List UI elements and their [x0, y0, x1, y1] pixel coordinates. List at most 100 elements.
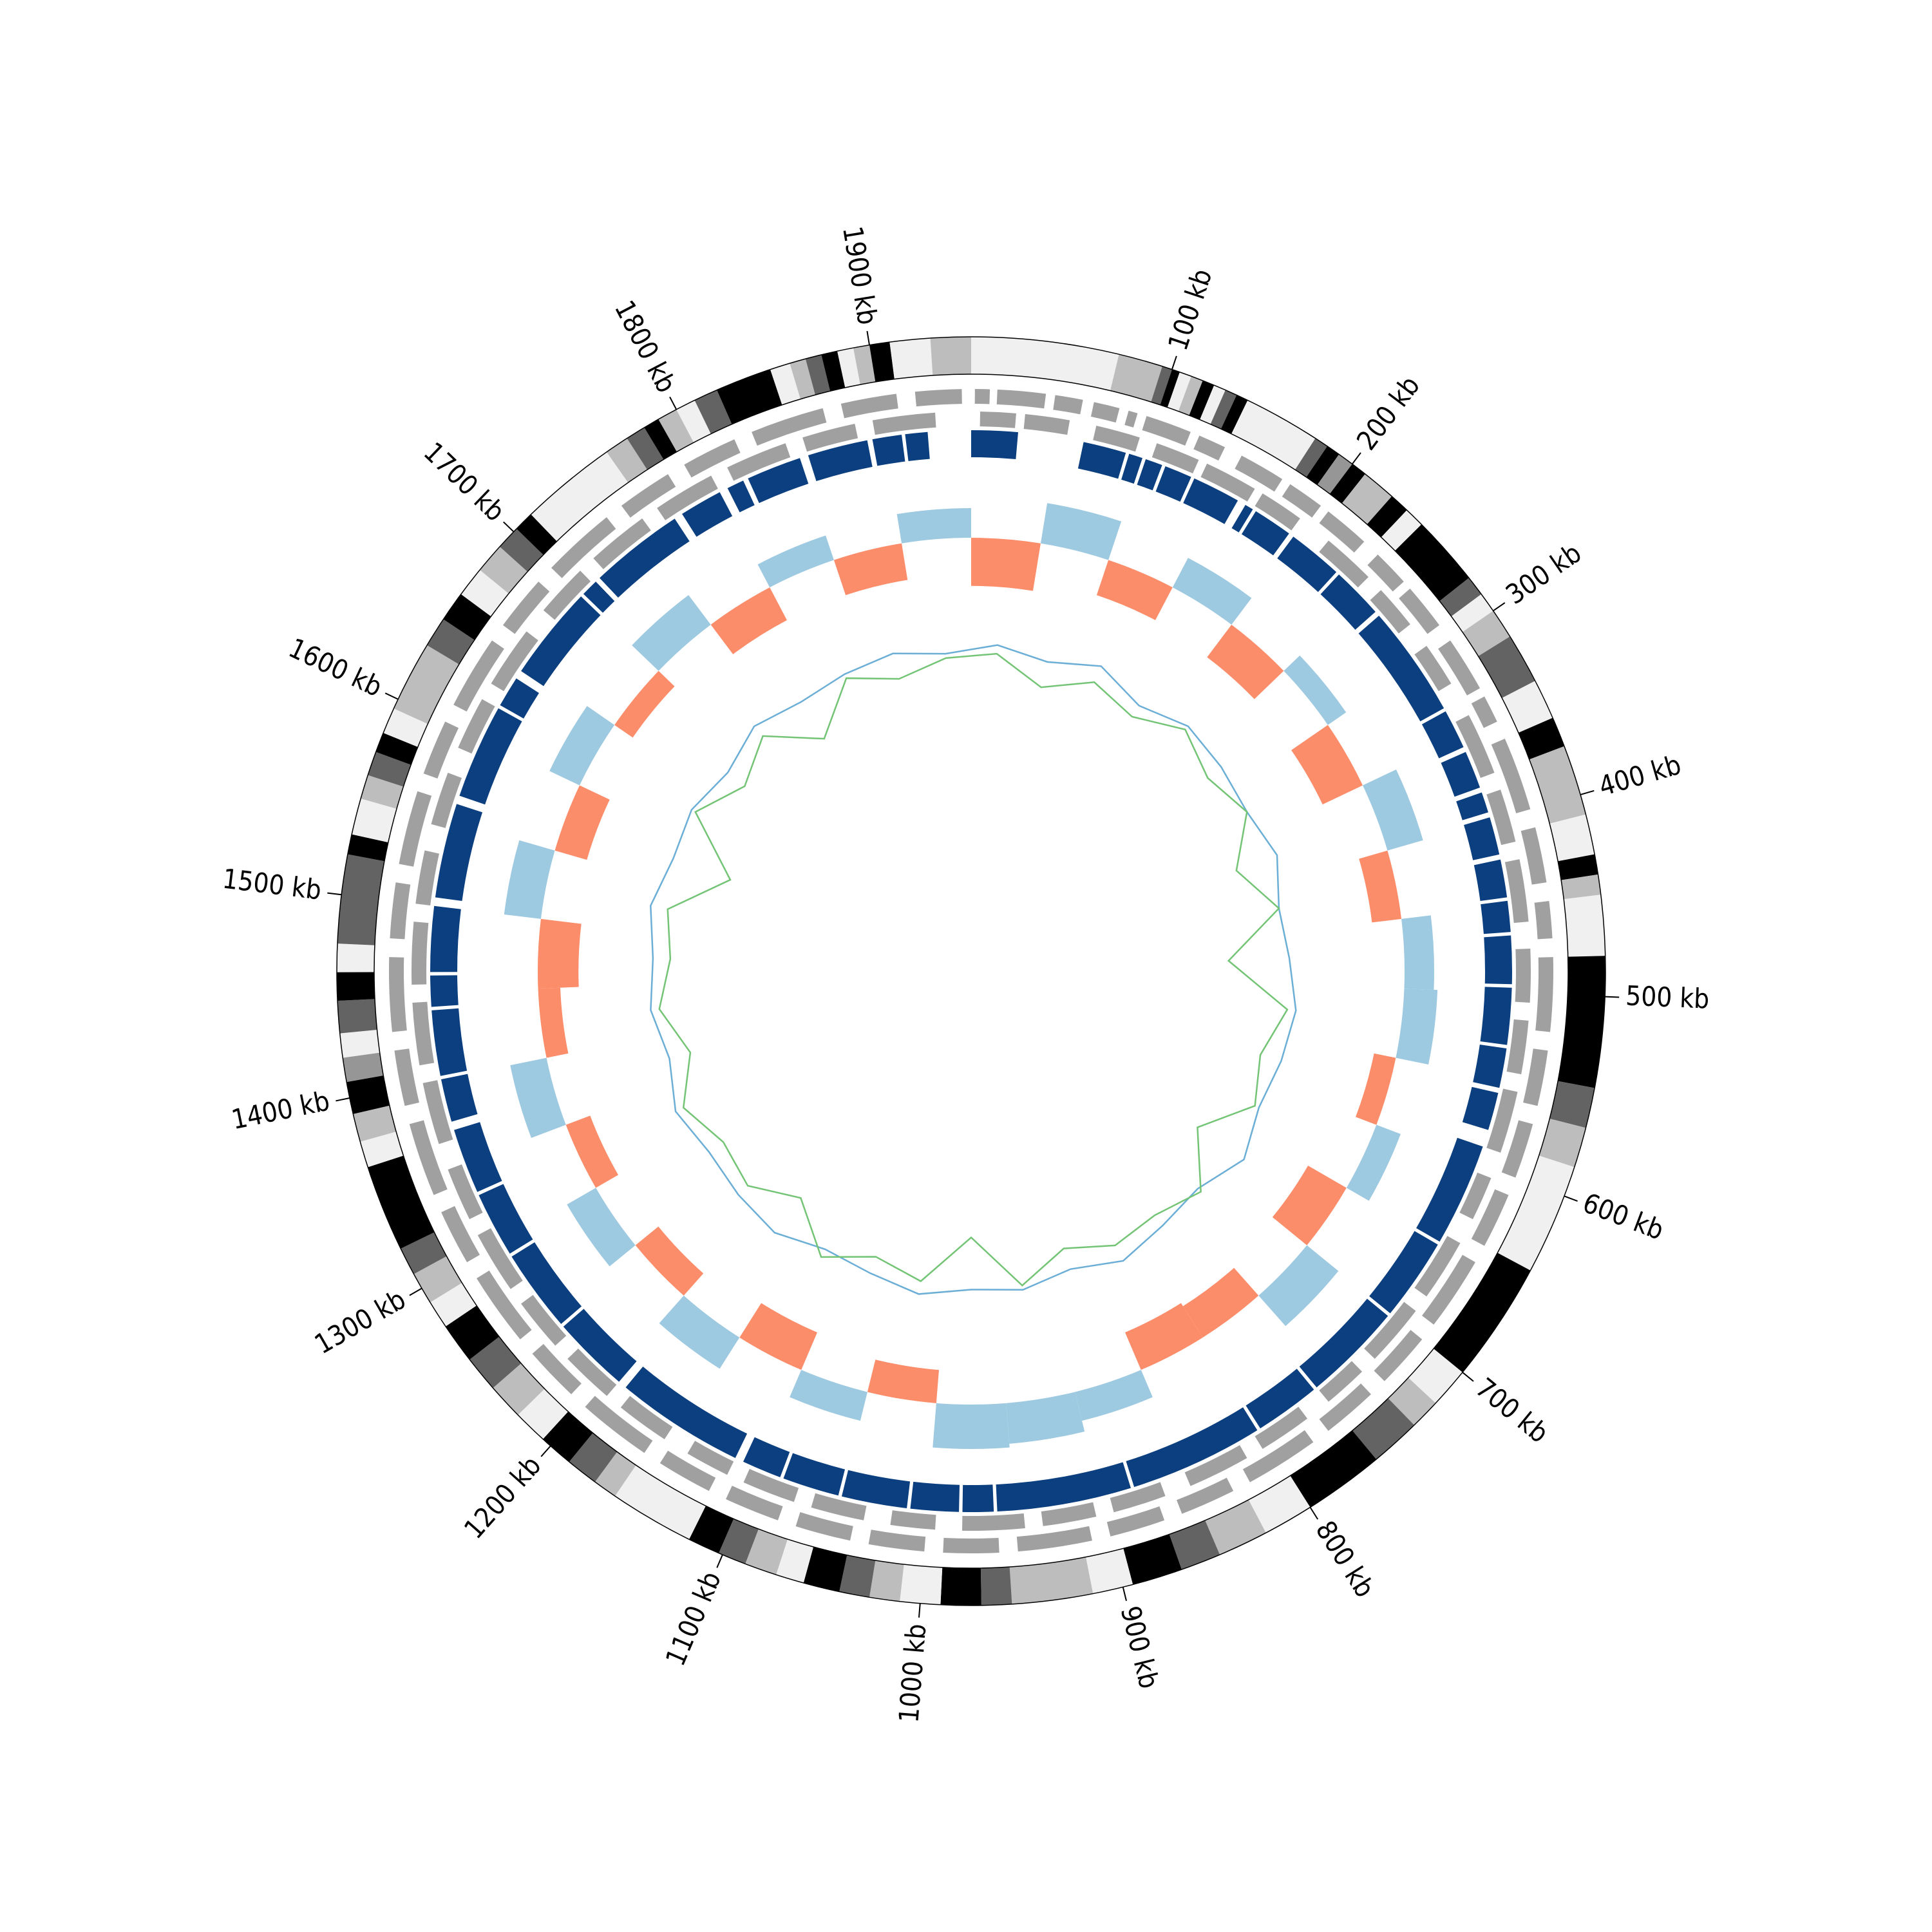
- band: [689, 1506, 734, 1553]
- tick-mark: [503, 521, 515, 533]
- block: [563, 1309, 637, 1382]
- histogram-bar: [538, 987, 569, 1058]
- gene-plus: [1520, 827, 1547, 885]
- band: [971, 337, 1119, 391]
- band: [745, 1529, 788, 1575]
- gene-minus: [1370, 590, 1410, 634]
- band: [1497, 1155, 1575, 1271]
- block: [743, 1437, 790, 1477]
- tick-mark: [1462, 1372, 1474, 1382]
- block: [1421, 711, 1464, 759]
- gene-plus: [1535, 957, 1553, 1032]
- gene-minus: [412, 1001, 435, 1066]
- gene-plus: [795, 1512, 853, 1541]
- gene-plus: [1491, 738, 1531, 813]
- block: [1137, 459, 1162, 491]
- histogram-bar: [1272, 1166, 1347, 1245]
- gene-plus: [914, 389, 962, 407]
- block: [905, 431, 930, 461]
- band: [1395, 524, 1469, 601]
- tick-mark: [384, 692, 399, 700]
- gene-minus: [1319, 1361, 1363, 1402]
- band: [1231, 400, 1316, 470]
- gene-plus: [840, 393, 898, 419]
- tick-mark: [540, 1445, 551, 1457]
- band: [627, 427, 664, 470]
- band: [644, 419, 677, 460]
- band: [360, 1132, 404, 1168]
- tick-mark: [1605, 996, 1620, 998]
- band: [1451, 594, 1493, 632]
- block: [1126, 1407, 1258, 1487]
- histogram-bar: [635, 1226, 704, 1296]
- block: [430, 905, 461, 972]
- tick-mark: [918, 1603, 921, 1618]
- gene-minus: [872, 412, 936, 435]
- band: [1317, 454, 1352, 494]
- gene-plus: [1471, 1189, 1509, 1246]
- band: [337, 943, 375, 972]
- block: [872, 434, 905, 466]
- tick-mark: [1351, 452, 1361, 465]
- block: [1473, 1045, 1507, 1088]
- band: [1549, 1081, 1595, 1128]
- band: [1367, 496, 1407, 538]
- block: [682, 492, 733, 537]
- block: [454, 1122, 502, 1192]
- histogram-bar: [739, 1303, 817, 1370]
- gene-minus: [1255, 1406, 1308, 1449]
- histogram-bar: [549, 706, 615, 786]
- block: [962, 1484, 994, 1512]
- histogram-bar: [1401, 915, 1435, 990]
- block: [808, 440, 873, 482]
- band: [803, 1547, 848, 1592]
- band: [658, 409, 694, 452]
- block: [1481, 900, 1511, 934]
- gene-plus: [1053, 395, 1083, 415]
- band: [940, 1567, 981, 1605]
- block: [1484, 935, 1512, 985]
- block: [431, 1008, 468, 1076]
- band: [1558, 956, 1605, 1088]
- block: [430, 975, 459, 1007]
- block: [1441, 752, 1481, 797]
- gene-minus: [411, 922, 429, 985]
- band: [368, 752, 412, 787]
- gene-minus: [1515, 949, 1531, 1003]
- gene-plus: [502, 582, 550, 634]
- band: [889, 338, 933, 379]
- line-series: [650, 644, 1297, 1295]
- gene-plus: [532, 1343, 582, 1394]
- band: [1200, 385, 1226, 424]
- block: [459, 708, 522, 805]
- band: [930, 337, 971, 375]
- block: [996, 1462, 1131, 1512]
- tick-mark: [1493, 602, 1506, 612]
- band: [1434, 1253, 1531, 1372]
- band: [770, 363, 800, 405]
- band: [460, 570, 509, 617]
- gene-minus: [962, 1513, 1025, 1531]
- gene-plus: [868, 1530, 926, 1552]
- block: [500, 678, 539, 719]
- band: [615, 1465, 706, 1540]
- block: [1320, 574, 1376, 630]
- band: [1210, 390, 1237, 430]
- gene-minus: [431, 772, 462, 828]
- tick-mark: [1309, 1506, 1319, 1520]
- gene-minus: [1255, 493, 1300, 531]
- band: [352, 799, 397, 842]
- band: [1529, 746, 1586, 824]
- band: [361, 775, 404, 809]
- block: [841, 1470, 911, 1509]
- block: [1473, 859, 1508, 902]
- histogram-bar: [1182, 1267, 1259, 1338]
- histogram-bar: [632, 595, 711, 671]
- band: [1564, 895, 1605, 957]
- gene-minus: [1504, 859, 1529, 923]
- block: [625, 1367, 748, 1458]
- tick-mark: [336, 1097, 350, 1102]
- gene-minus: [620, 1396, 673, 1439]
- band-outline: [374, 374, 1569, 1569]
- histogram-bar: [1075, 1370, 1153, 1421]
